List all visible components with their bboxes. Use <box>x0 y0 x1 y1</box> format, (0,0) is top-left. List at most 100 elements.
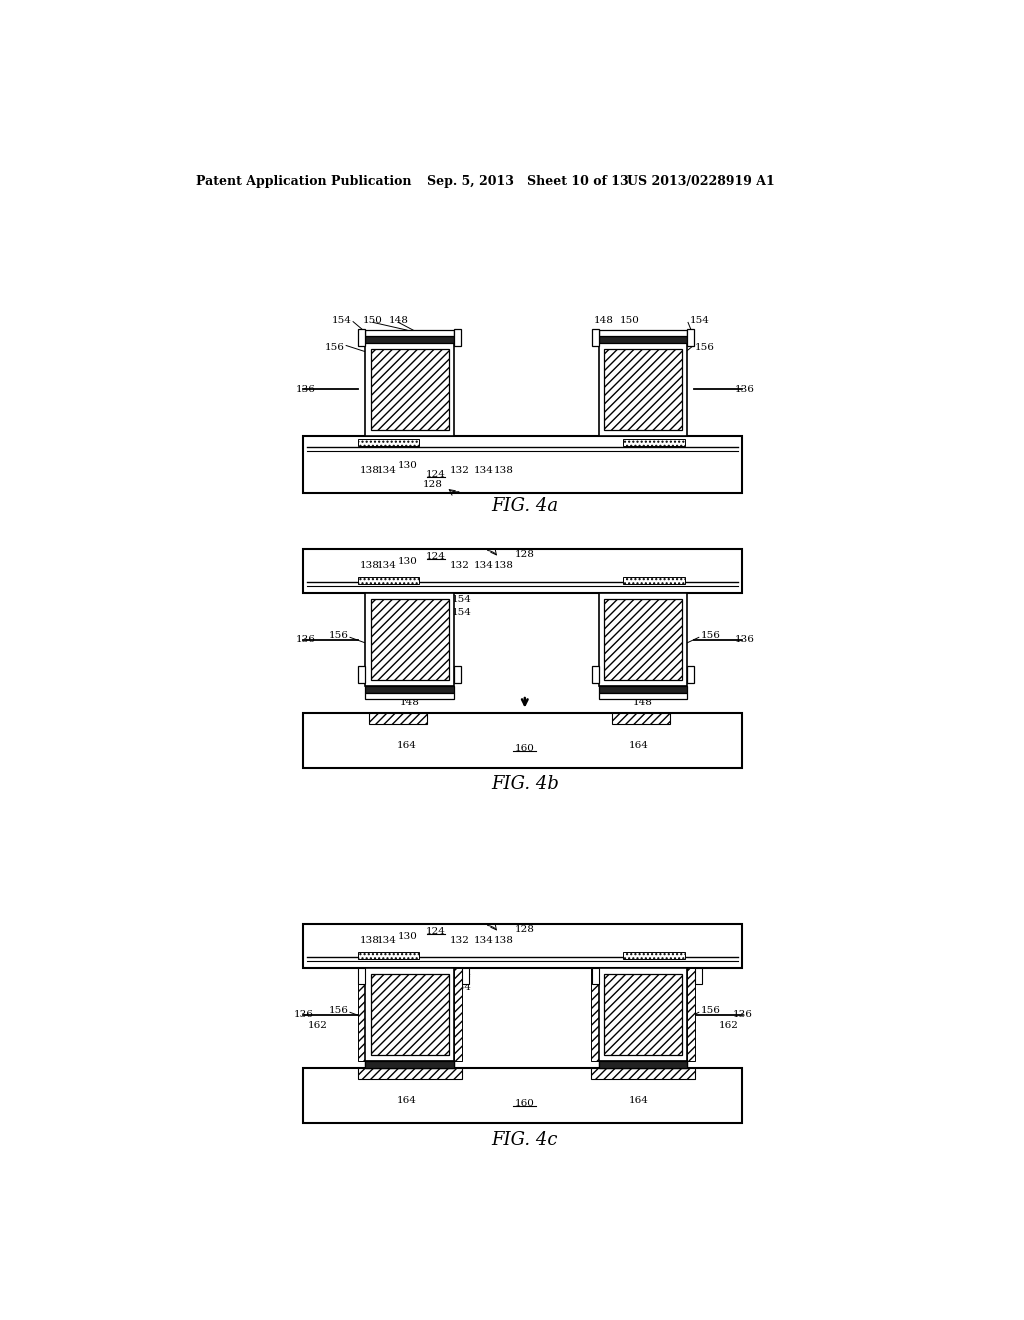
Text: Sep. 5, 2013   Sheet 10 of 13: Sep. 5, 2013 Sheet 10 of 13 <box>427 176 629 187</box>
Text: 132: 132 <box>451 936 470 945</box>
Text: Patent Application Publication: Patent Application Publication <box>196 176 412 187</box>
Bar <box>591 969 599 1061</box>
Text: 138: 138 <box>494 561 514 570</box>
Bar <box>592 330 599 346</box>
Bar <box>599 686 687 693</box>
Text: 136: 136 <box>733 1010 753 1019</box>
Bar <box>599 1061 687 1068</box>
Bar <box>454 330 461 346</box>
Bar <box>599 337 687 343</box>
Text: 138: 138 <box>359 936 379 945</box>
Text: 154: 154 <box>452 970 472 979</box>
Bar <box>357 969 366 1061</box>
Text: 146: 146 <box>633 381 652 389</box>
Text: 156: 156 <box>329 631 348 640</box>
Bar <box>366 330 454 337</box>
Text: 154: 154 <box>689 315 710 325</box>
Bar <box>366 594 454 686</box>
Bar <box>611 713 670 723</box>
Text: 150: 150 <box>620 315 639 325</box>
Text: 128: 128 <box>515 550 535 560</box>
Bar <box>357 952 419 960</box>
Text: 136: 136 <box>735 385 755 393</box>
Text: 160: 160 <box>515 744 535 754</box>
Bar <box>366 693 454 700</box>
Text: 132: 132 <box>451 466 470 475</box>
Bar <box>687 969 695 1061</box>
Text: 136: 136 <box>735 635 755 644</box>
Bar <box>592 969 599 983</box>
Text: 128: 128 <box>515 925 535 935</box>
Bar <box>366 337 454 343</box>
Text: 154: 154 <box>332 315 351 325</box>
Text: 150: 150 <box>364 315 383 325</box>
Bar <box>357 577 419 585</box>
Bar <box>591 1068 695 1078</box>
Text: 164: 164 <box>629 741 648 750</box>
Bar <box>599 969 687 1061</box>
Bar <box>604 348 682 430</box>
Bar <box>366 1061 454 1068</box>
Text: 128: 128 <box>423 479 442 488</box>
Bar <box>303 924 742 969</box>
Bar <box>357 438 419 446</box>
Text: 160: 160 <box>515 1100 535 1109</box>
Text: 134: 134 <box>473 936 494 945</box>
Text: 146: 146 <box>633 1005 652 1012</box>
Bar <box>303 436 742 494</box>
Text: 136: 136 <box>296 385 316 393</box>
Bar <box>366 686 454 693</box>
Text: 156: 156 <box>329 1006 348 1015</box>
Bar <box>604 974 682 1056</box>
Text: 134: 134 <box>377 466 397 475</box>
Bar <box>366 1061 454 1068</box>
Text: FIG. 4b: FIG. 4b <box>490 775 559 792</box>
Text: 136: 136 <box>296 635 316 644</box>
Text: 164: 164 <box>629 1096 648 1105</box>
Bar <box>624 952 685 960</box>
Text: 146: 146 <box>633 630 652 638</box>
Bar <box>303 549 742 594</box>
Bar <box>358 330 366 346</box>
Text: 146: 146 <box>399 381 419 389</box>
Bar <box>604 599 682 681</box>
Text: 134: 134 <box>377 561 397 570</box>
Bar <box>371 599 449 681</box>
Bar <box>462 969 469 983</box>
Text: 138: 138 <box>359 466 379 475</box>
Bar <box>687 330 694 346</box>
Text: FIG. 4c: FIG. 4c <box>492 1131 558 1150</box>
Bar <box>599 693 687 700</box>
Text: 124: 124 <box>426 470 445 479</box>
Text: 138: 138 <box>494 936 514 945</box>
Text: 162: 162 <box>719 1020 738 1030</box>
Text: 156: 156 <box>700 1006 720 1015</box>
Bar <box>303 713 742 768</box>
Bar <box>366 343 454 436</box>
Bar <box>599 1061 687 1068</box>
Text: 156: 156 <box>695 343 715 351</box>
Bar <box>357 1068 462 1078</box>
Text: 154: 154 <box>452 595 472 605</box>
Text: 148: 148 <box>593 315 613 325</box>
Text: 124: 124 <box>426 927 445 936</box>
Bar <box>366 969 454 1061</box>
Text: 148: 148 <box>633 698 652 708</box>
Text: 134: 134 <box>377 936 397 945</box>
Text: 130: 130 <box>397 461 418 470</box>
Text: 154: 154 <box>452 609 472 618</box>
Bar <box>687 665 694 682</box>
Bar <box>592 665 599 682</box>
Text: 130: 130 <box>397 932 418 941</box>
Text: 148: 148 <box>399 698 419 708</box>
Bar <box>358 969 366 983</box>
Bar <box>371 974 449 1056</box>
Text: 162: 162 <box>308 1020 328 1030</box>
Text: 134: 134 <box>473 466 494 475</box>
Text: 132: 132 <box>451 561 470 570</box>
Bar <box>599 594 687 686</box>
Text: 148: 148 <box>388 315 409 325</box>
Text: 138: 138 <box>494 466 514 475</box>
Text: 154: 154 <box>452 983 472 993</box>
Text: 164: 164 <box>396 741 416 750</box>
